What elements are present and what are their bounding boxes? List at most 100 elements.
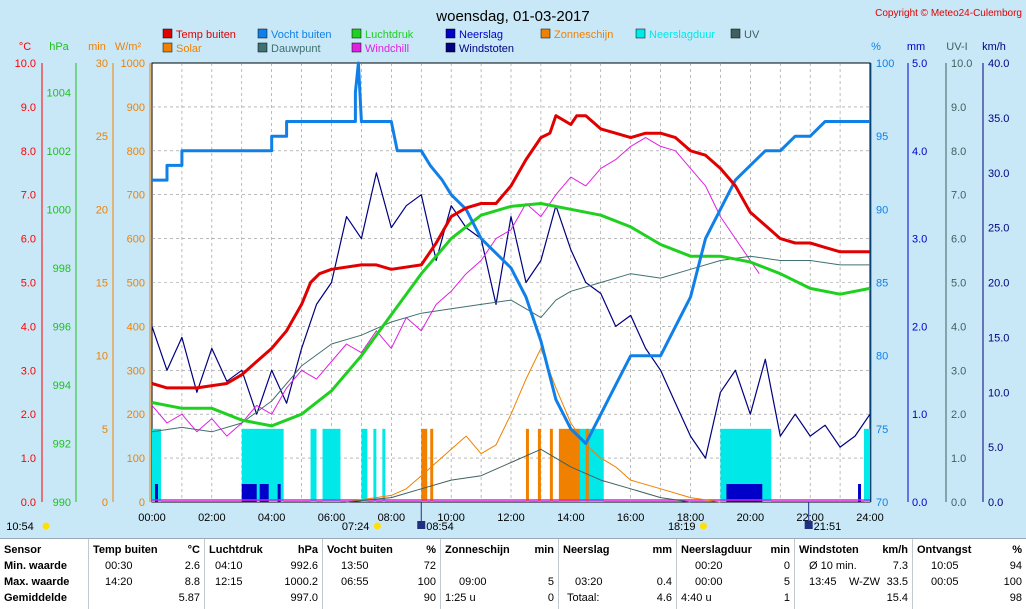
legend: Temp buiten Vocht buiten Luchtdruk Neerslag… [162, 28, 760, 55]
uv-axis-tick-5: 5.0 [951, 278, 966, 290]
zon-unit: min [534, 544, 554, 556]
solar-axis-tick-9: 100 [127, 453, 145, 465]
minutes-axis-tick-6: 0 [102, 497, 108, 509]
legend-swatch-6 [730, 28, 741, 39]
luchtdruk-max-val: 1000.2 [284, 576, 318, 588]
ontv-header: Ontvangst [917, 544, 972, 556]
luchtdruk-unit: hPa [297, 544, 318, 556]
temp-axis-tick-5: 5.0 [21, 278, 36, 290]
duur-max-time: 00:00 [695, 576, 723, 588]
legend-label-4: Zonneschijn [554, 29, 613, 41]
neerslag-bar-5 [858, 484, 862, 502]
legend-swatch-10 [445, 42, 456, 53]
neerslag-max-time: 03:20 [575, 576, 603, 588]
series-windchill [151, 137, 760, 437]
summary-col-vocht: Vocht buiten% 13:50 72 06:55 100 90 [323, 539, 441, 609]
neerslag-bar-4 [726, 484, 763, 502]
legend-label-8: Dauwpunt [271, 43, 321, 55]
wind-axis-tick-8: 0.0 [988, 497, 1003, 509]
solar-axis-tick-8: 200 [127, 409, 145, 421]
neerslag-bar-1 [241, 484, 257, 502]
x-tick-6: 12:00 [497, 512, 525, 524]
temp-max-val: 8.8 [184, 576, 200, 588]
luchtdruk-avg: 997.0 [290, 592, 318, 604]
x-tick-8: 16:00 [617, 512, 645, 524]
wind-max-time: 13:45 [809, 576, 837, 588]
zon-max-val: 5 [547, 576, 554, 588]
neerslag-unit: mm [652, 544, 672, 556]
legend-swatch-3 [445, 28, 456, 39]
moon-icon-4 [804, 521, 813, 529]
neerslagduur-bar-2 [310, 428, 317, 502]
series-uv [346, 448, 691, 503]
pressure-axis-tick-3: 998 [53, 263, 71, 275]
temp-max-time: 14:20 [105, 576, 133, 588]
zon-header: Zonneschijn [445, 544, 510, 556]
pressure-axis-tick-4: 996 [53, 321, 71, 333]
x-tick-11: 22:00 [796, 512, 824, 524]
marker-label-0: 10:54 [6, 521, 34, 533]
solar-axis-tick-10: 0 [139, 497, 145, 509]
pressure-axis-tick-1: 1002 [47, 146, 71, 158]
series-vocht-buiten [152, 61, 870, 445]
temp-axis-tick-0: 10.0 [15, 58, 36, 70]
copyright: Copyright © Meteo24-Culemborg [875, 8, 1022, 19]
moon-icon-2 [417, 521, 426, 529]
duur-min-time: 00:20 [695, 560, 723, 572]
summary-col-duur: Neerslagduur min 00:20 0 00:00 5 4:40 u 1 [677, 539, 795, 609]
humidity-axis-tick-0: 100 [876, 58, 894, 70]
bar-layer [152, 428, 870, 502]
x-tick-10: 20:00 [737, 512, 765, 524]
neerslagduur-bar-3 [322, 428, 341, 502]
neerslag-max-val: 0.4 [656, 576, 672, 588]
humidity-axis-tick-2: 90 [876, 204, 888, 216]
ontv-unit: % [1012, 544, 1022, 556]
wind-axis-tick-1: 35.0 [988, 113, 1009, 125]
summary-col-sensor: Sensor Min. waarde Max. waarde Gemiddeld… [0, 539, 89, 609]
temp-axis-tick-1: 9.0 [21, 102, 36, 114]
neerslagduur-bar-9 [864, 428, 870, 502]
solar-axis-tick-6: 400 [127, 321, 145, 333]
pressure-axis-tick-5: 994 [53, 380, 71, 392]
humidity-axis-tick-4: 80 [876, 351, 888, 363]
neerslag-total-val: 4.6 [656, 592, 672, 604]
axis-header-wind: km/h [982, 41, 1006, 53]
solar-axis-tick-3: 700 [127, 190, 145, 202]
wind-unit: km/h [882, 544, 908, 556]
summary-col-temp: Temp buiten °C 00:30 2.6 14:20 8.8 5.87 [89, 539, 205, 609]
legend-label-0: Temp buiten [176, 29, 236, 41]
rain-axis-tick-2: 3.0 [912, 234, 927, 246]
neerslag-total-label: Totaal: [567, 592, 600, 604]
rain-axis-tick-3: 2.0 [912, 321, 927, 333]
x-axis: 00:00 02:00 04:00 06:00 08:00 10:00 12:00 14:00… [6, 502, 884, 533]
x-tick-7: 14:00 [557, 512, 585, 524]
legend-swatch-4 [540, 28, 551, 39]
series-luchtdruk [151, 202, 871, 428]
summary-col-zon: Zonneschijn min 09:00 5 1:25 u 0 [441, 539, 559, 609]
solar-axis-tick-1: 900 [127, 102, 145, 114]
zon-max-time: 09:00 [459, 576, 487, 588]
zonneschijn-bar-2 [525, 428, 529, 502]
solar-axis-tick-5: 500 [127, 278, 145, 290]
solar-axis-tick-2: 800 [127, 146, 145, 158]
minutes-axis-tick-1: 25 [96, 131, 108, 143]
wind-axis-tick-2: 30.0 [988, 168, 1009, 180]
temp-axis-tick-3: 7.0 [21, 190, 36, 202]
duur-unit: min [770, 544, 790, 556]
rain-axis-tick-5: 0.0 [912, 497, 927, 509]
luchtdruk-max-time: 12:15 [215, 576, 243, 588]
legend-label-5: Neerslagduur [649, 29, 715, 41]
minutes-axis-tick-5: 5 [102, 424, 108, 436]
uv-axis-tick-10: 0.0 [951, 497, 966, 509]
zonneschijn-bar-3 [537, 428, 541, 502]
neerslagduur-bar-0 [152, 428, 161, 502]
uv-axis-tick-0: 10.0 [951, 58, 972, 70]
axis-header-pressure: hPa [49, 41, 69, 53]
series-dauwpunt [151, 255, 870, 433]
uv-axis-tick-2: 8.0 [951, 146, 966, 158]
ontv-max-val: 100 [1003, 576, 1022, 588]
temp-avg: 5.87 [178, 592, 200, 604]
solar-axis-tick-0: 1000 [121, 58, 145, 70]
legend-label-9: Windchill [365, 43, 409, 55]
marker-label-3: 18:19 [668, 521, 696, 533]
